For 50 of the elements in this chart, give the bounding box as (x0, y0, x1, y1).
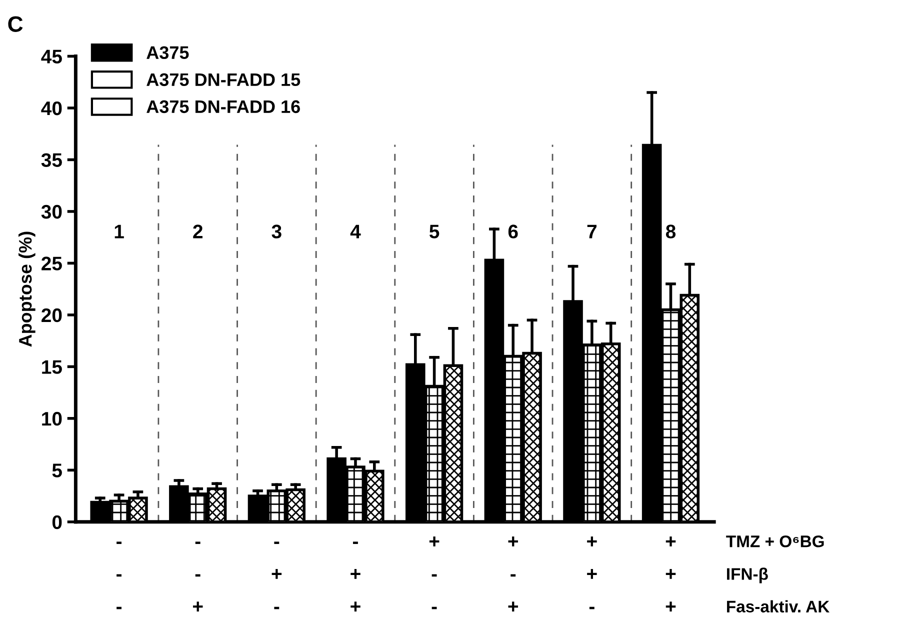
y-tick-label: 40 (41, 101, 62, 116)
x-tick-label: 8 (666, 224, 676, 238)
text: + (666, 569, 676, 579)
y-tick-label: 35 (41, 153, 62, 167)
text: - (589, 606, 594, 610)
text: - (353, 542, 358, 544)
legend-label: A375 DN-FADD 15 (146, 73, 300, 86)
x-tick-label: 6 (508, 224, 518, 238)
text: + (508, 536, 518, 546)
text: TMZ + O⁶BG (726, 536, 824, 548)
y-tick-label: 20 (42, 308, 62, 322)
text: + (350, 569, 360, 579)
text: + (272, 569, 282, 579)
text: - (116, 606, 122, 610)
text: + (350, 602, 360, 612)
text: + (429, 536, 440, 546)
text: + (508, 602, 518, 612)
text: + (193, 602, 203, 612)
text: IFN-β (727, 568, 768, 584)
y-tick-label: 25 (42, 256, 62, 270)
text: Fas-aktiv. AK (727, 600, 830, 612)
x-tick-label: 4 (350, 224, 361, 238)
text: + (666, 536, 676, 546)
y-tick-label: 0 (52, 515, 62, 530)
text: + (666, 602, 676, 612)
text: - (432, 606, 437, 610)
x-tick-label: 3 (272, 224, 282, 238)
text: - (274, 542, 280, 544)
x-tick-label: 1 (114, 224, 124, 238)
text: - (195, 574, 200, 577)
text: - (116, 542, 122, 544)
y-tick-label: 10 (42, 412, 62, 426)
y-tick-label: 45 (41, 50, 62, 64)
text: - (432, 574, 437, 577)
text: + (587, 536, 597, 546)
x-tick-label: 7 (587, 224, 596, 238)
text: - (510, 574, 516, 577)
legend-label: A375 (146, 46, 189, 60)
y-tick-label: 5 (52, 464, 62, 478)
text: - (274, 606, 280, 610)
y-tick-label: 30 (41, 204, 62, 219)
y-axis-title: Apoptose (%) (18, 232, 36, 347)
text: + (587, 569, 597, 579)
text: - (116, 574, 122, 577)
legend-label: A375 DN-FADD 16 (146, 100, 300, 114)
x-tick-label: 2 (193, 224, 202, 238)
text: - (195, 542, 200, 544)
text: C (8, 16, 23, 32)
y-tick-label: 15 (42, 360, 62, 374)
x-tick-label: 5 (429, 224, 440, 238)
